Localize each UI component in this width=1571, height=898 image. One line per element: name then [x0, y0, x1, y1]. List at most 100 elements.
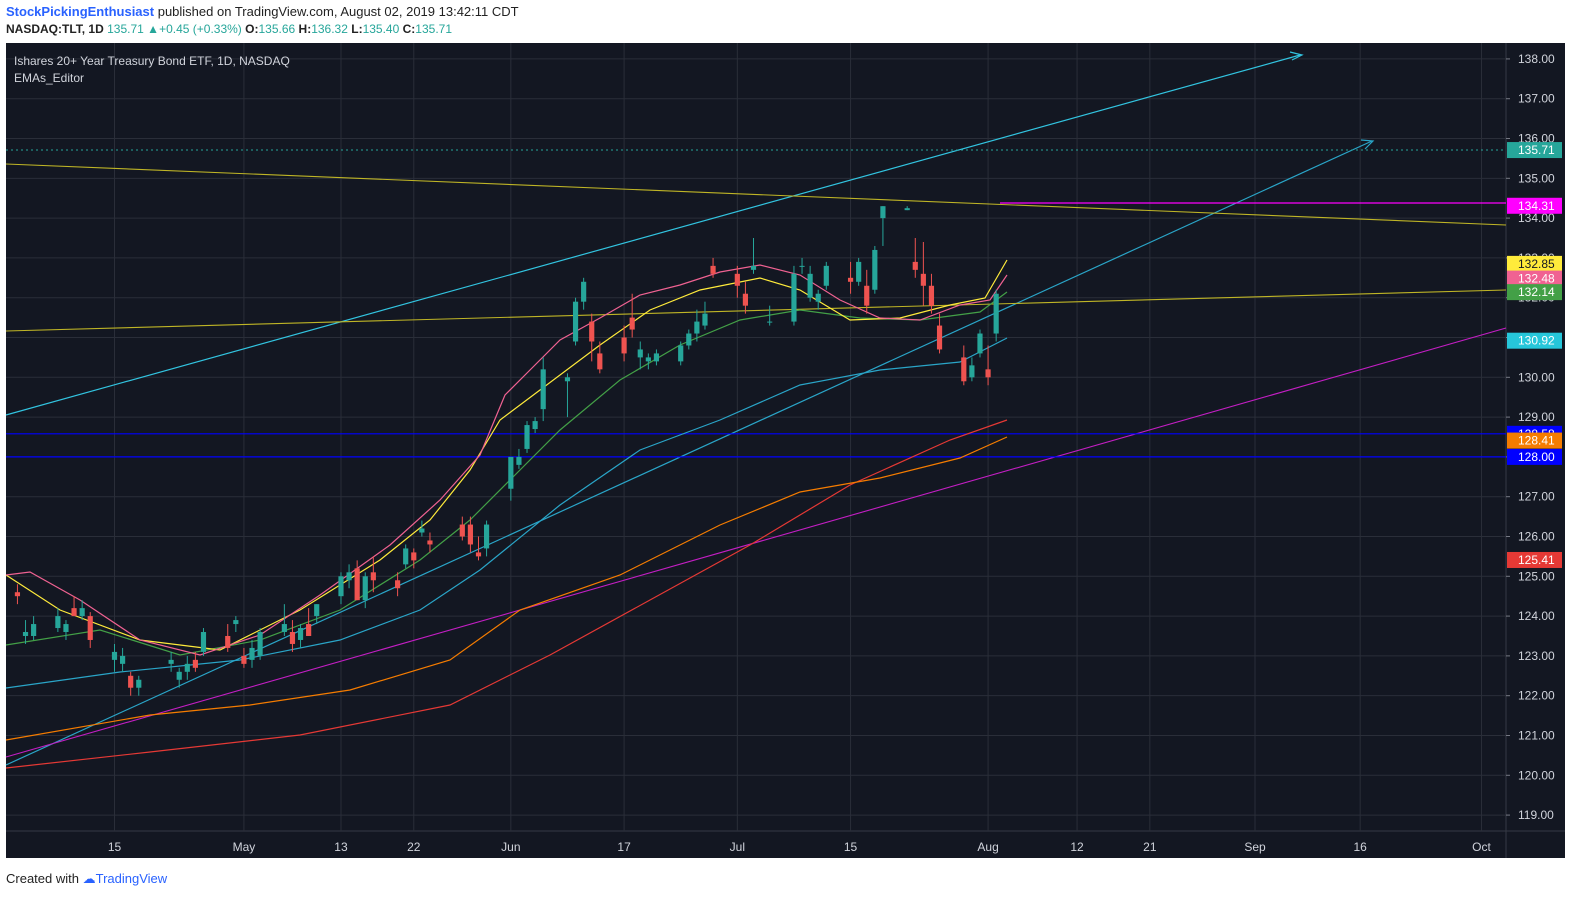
- candle-body: [475, 552, 482, 557]
- price-label-text: 132.48: [1518, 272, 1555, 286]
- price-label-text: 134.31: [1518, 199, 1555, 213]
- candle-body: [306, 624, 312, 636]
- candle-body: [176, 671, 182, 680]
- candle-body: [403, 548, 409, 565]
- price-label-box: [1507, 270, 1562, 287]
- candle-body: [637, 349, 643, 358]
- y-tick-label: 120.00: [1518, 768, 1555, 782]
- candle-body: [807, 273, 813, 298]
- candle-body: [524, 425, 530, 449]
- candle-body: [799, 265, 805, 267]
- candle-body: [120, 655, 126, 664]
- candle-body: [184, 663, 190, 672]
- candle-body: [629, 317, 635, 330]
- y-tick-label: 121.00: [1518, 728, 1555, 742]
- candle-body: [678, 345, 684, 362]
- x-tick-label: Aug: [977, 840, 998, 854]
- candle-body: [233, 620, 239, 625]
- candle-body: [969, 365, 975, 378]
- candle-body: [815, 293, 821, 302]
- y-tick-label: 122.00: [1518, 689, 1555, 703]
- price-label-box: [1507, 284, 1562, 301]
- low-value: 135.40: [362, 22, 400, 36]
- open-value: 135.66: [258, 22, 296, 36]
- symbol-label: NASDAQ:TLT, 1D: [6, 22, 104, 36]
- resistance-line: [5, 163, 1507, 226]
- candle-body: [289, 632, 296, 644]
- candle-body: [864, 285, 870, 306]
- close-value: 135.71: [415, 22, 452, 36]
- candle-body: [257, 632, 263, 656]
- candle-body: [168, 659, 174, 664]
- candle-body: [128, 675, 134, 688]
- candle-body: [362, 576, 368, 601]
- candle-body: [241, 655, 247, 664]
- candle-body: [928, 285, 935, 306]
- x-tick-label: 13: [334, 840, 348, 854]
- price-label-text: 132.14: [1518, 285, 1555, 299]
- ohlc-bar: NASDAQ:TLT, 1D 135.71 ▲+0.45 (+0.33%) O:…: [6, 22, 452, 36]
- candle-body: [791, 273, 797, 322]
- candle-body: [710, 265, 716, 274]
- candle-body: [516, 456, 522, 465]
- candle-body: [87, 616, 93, 640]
- candle-body: [31, 624, 37, 636]
- price-label-text: 132.85: [1518, 257, 1555, 271]
- candle-body: [314, 604, 320, 617]
- candle-body: [297, 628, 304, 640]
- price-label-box: [1507, 332, 1562, 349]
- candle-body: [22, 632, 29, 636]
- price-label-text: 135.71: [1518, 143, 1555, 157]
- price-label-box: [1507, 551, 1562, 568]
- y-tick-label: 135.00: [1518, 171, 1555, 185]
- y-tick-label: 137.00: [1518, 92, 1555, 106]
- candle-body: [961, 357, 967, 382]
- candle-body: [483, 524, 490, 549]
- price-label-box: [1507, 197, 1562, 214]
- candle-body: [823, 265, 829, 286]
- price-label-box: [1507, 255, 1562, 272]
- candle-body: [977, 333, 983, 354]
- x-tick-label: 17: [617, 840, 631, 854]
- x-tick-label: 15: [108, 840, 122, 854]
- arrow-head-icon: [1360, 139, 1375, 150]
- high-value: 136.32: [311, 22, 348, 36]
- legend-title: Ishares 20+ Year Treasury Bond ETF, 1D, …: [14, 54, 290, 68]
- y-tick-label: 125.00: [1518, 569, 1555, 583]
- price-label-text: 130.92: [1518, 334, 1555, 348]
- candle-body: [564, 377, 571, 382]
- tradingview-cloud-icon: ☁: [82, 871, 96, 886]
- candle-body: [14, 592, 21, 597]
- legend-indicator: EMAs_Editor: [14, 71, 84, 85]
- x-tick-label: Oct: [1472, 840, 1491, 854]
- candle-body: [79, 608, 85, 617]
- candle-body: [346, 572, 352, 581]
- candle-body: [427, 540, 433, 545]
- y-tick-label: 123.00: [1518, 649, 1555, 663]
- time-axis[interactable]: [6, 831, 1565, 858]
- author-link[interactable]: StockPickingEnthusiast: [6, 4, 155, 19]
- ema-50: [5, 337, 1008, 689]
- ema-100: [5, 436, 1008, 741]
- candle-body: [912, 261, 918, 270]
- candle-body: [880, 206, 886, 219]
- candle-body: [63, 624, 69, 633]
- arrow-head-icon: [1289, 51, 1304, 61]
- published-text: published on TradingView.com, August 02,…: [157, 4, 519, 19]
- candle-body: [572, 301, 579, 342]
- price-label-box: [1507, 142, 1562, 159]
- plot-area[interactable]: [6, 43, 1506, 831]
- candle-body: [653, 353, 660, 362]
- price-label-box: [1507, 448, 1562, 465]
- candle-body: [694, 321, 700, 334]
- candle-body: [225, 635, 231, 648]
- last-price: 135.71: [107, 22, 144, 36]
- candle-body: [872, 249, 878, 290]
- tradingview-link[interactable]: TradingView: [95, 871, 168, 886]
- support-line: [5, 289, 1507, 332]
- candle-body: [508, 456, 514, 489]
- y-tick-label: 126.00: [1518, 529, 1555, 543]
- x-tick-labels: 15 May 13 22 Jun 17 Jul 15 Aug 12 21 Sep 16 Oct: [108, 840, 1492, 854]
